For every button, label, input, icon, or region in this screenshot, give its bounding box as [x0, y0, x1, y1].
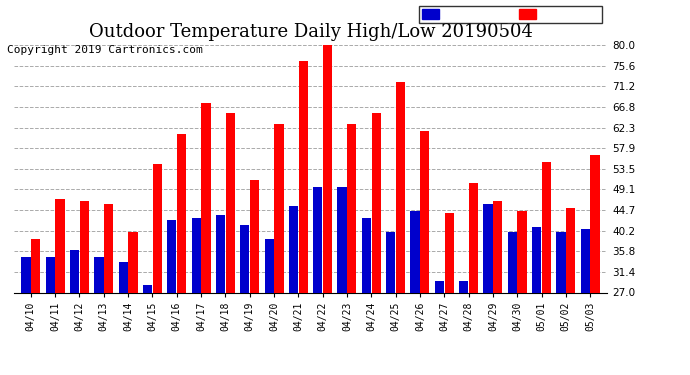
Bar	[201, 104, 210, 292]
Bar	[143, 285, 152, 292]
Bar	[95, 258, 103, 292]
Bar	[386, 232, 395, 292]
Bar	[119, 262, 128, 292]
Bar	[299, 62, 308, 292]
Bar	[508, 232, 517, 292]
Bar	[566, 209, 575, 292]
Bar	[31, 239, 40, 292]
Bar	[70, 251, 79, 292]
Bar	[532, 227, 541, 292]
Bar	[274, 124, 284, 292]
Bar	[420, 131, 429, 292]
Bar	[323, 45, 332, 292]
Bar	[313, 188, 322, 292]
Bar	[264, 239, 274, 292]
Bar	[192, 218, 201, 292]
Bar	[128, 232, 137, 292]
Bar	[347, 124, 357, 292]
Bar	[493, 201, 502, 292]
Bar	[104, 204, 113, 292]
Bar	[226, 113, 235, 292]
Bar	[444, 213, 454, 292]
Title: Outdoor Temperature Daily High/Low 20190504: Outdoor Temperature Daily High/Low 20190…	[88, 22, 533, 40]
Bar	[46, 258, 55, 292]
Text: Copyright 2019 Cartronics.com: Copyright 2019 Cartronics.com	[7, 45, 203, 55]
Bar	[518, 211, 526, 292]
Bar	[411, 211, 420, 292]
Bar	[581, 230, 590, 292]
Bar	[289, 206, 298, 292]
Bar	[21, 258, 30, 292]
Bar	[216, 216, 225, 292]
Bar	[337, 188, 347, 292]
Bar	[55, 199, 65, 292]
Bar	[469, 183, 478, 292]
Bar	[542, 162, 551, 292]
Legend: Low  (°F), High  (°F): Low (°F), High (°F)	[419, 6, 602, 24]
Bar	[484, 204, 493, 292]
Bar	[80, 201, 89, 292]
Bar	[177, 134, 186, 292]
Bar	[459, 281, 469, 292]
Bar	[250, 180, 259, 292]
Bar	[591, 155, 600, 292]
Bar	[362, 218, 371, 292]
Bar	[396, 82, 405, 292]
Bar	[371, 113, 381, 292]
Bar	[152, 164, 162, 292]
Bar	[556, 232, 566, 292]
Bar	[240, 225, 250, 292]
Bar	[167, 220, 177, 292]
Bar	[435, 281, 444, 292]
